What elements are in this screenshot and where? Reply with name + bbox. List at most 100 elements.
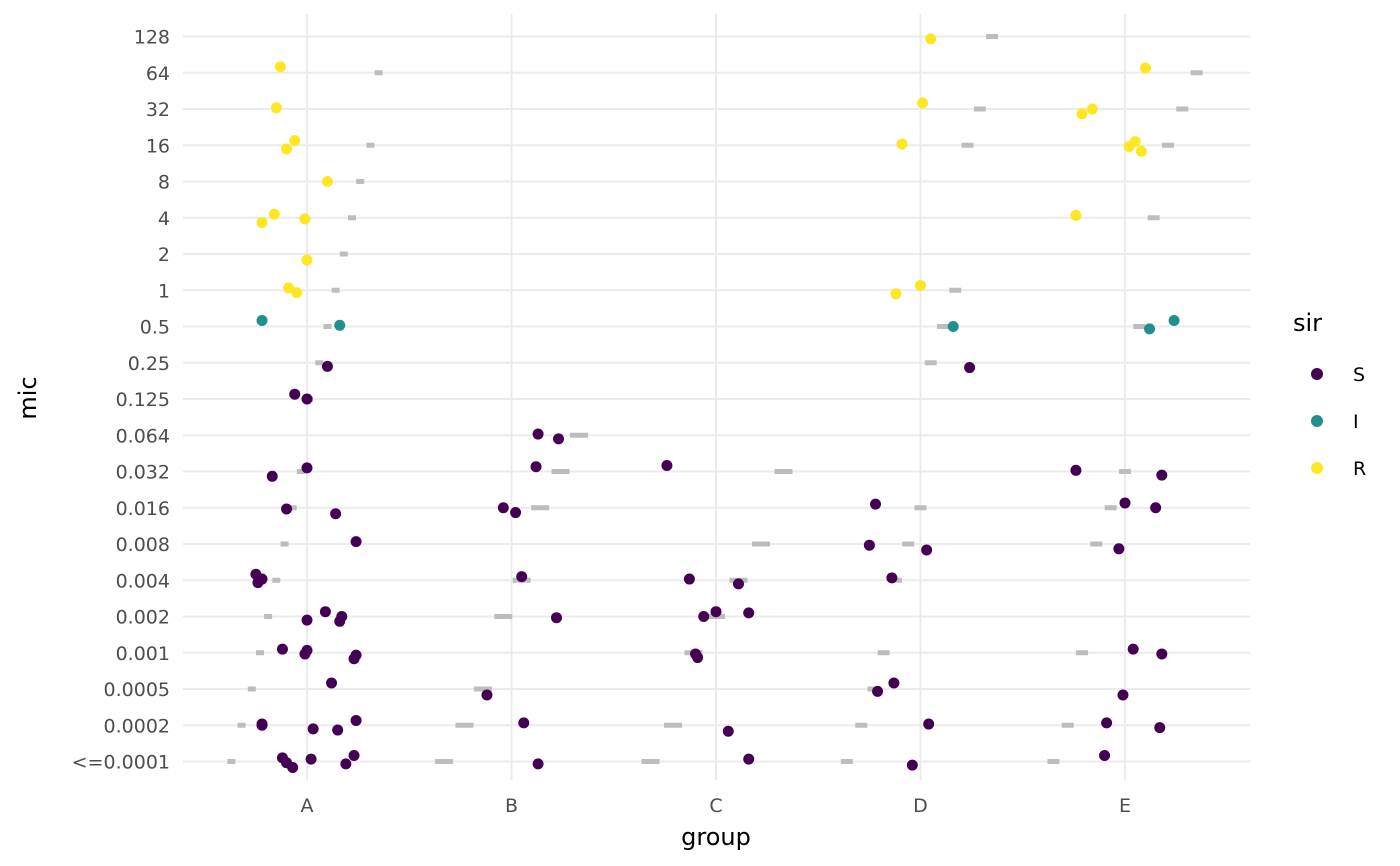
gray-marker (1161, 142, 1174, 148)
gray-marker (961, 142, 974, 148)
data-point (1099, 750, 1111, 761)
y-tick-label: 0.001 (116, 643, 170, 665)
gray-marker (315, 360, 324, 366)
data-point (683, 573, 695, 585)
gray-marker (227, 759, 236, 764)
data-point (350, 649, 362, 661)
legend-label: I (1353, 411, 1359, 433)
gray-marker (973, 106, 986, 112)
gray-marker (531, 505, 550, 511)
data-point (301, 462, 313, 474)
gray-marker (473, 686, 492, 692)
data-point (516, 571, 528, 583)
data-point (334, 319, 346, 331)
data-point (301, 614, 313, 626)
data-point (923, 718, 935, 730)
data-point (553, 433, 565, 445)
data-point (291, 287, 303, 299)
gray-marker (1047, 759, 1060, 764)
y-tick-label: 128 (134, 27, 170, 49)
data-point (305, 753, 317, 765)
gray-marker (255, 650, 264, 656)
gray-marker (855, 722, 868, 728)
x-tick-label: E (1119, 795, 1131, 817)
data-points (250, 33, 1180, 773)
data-point (921, 544, 933, 556)
data-point (1154, 722, 1166, 734)
data-point (1156, 469, 1168, 481)
data-point (274, 61, 286, 73)
gray-marker (1176, 106, 1189, 112)
data-point (319, 606, 331, 618)
data-point (896, 138, 908, 150)
data-point (334, 615, 346, 627)
data-point (256, 573, 268, 585)
data-point (690, 648, 702, 660)
data-point (722, 725, 734, 737)
data-point (1070, 209, 1082, 221)
legend-title: sir (1293, 309, 1322, 337)
y-axis-title: mic (14, 376, 42, 419)
y-axis-tick-labels: <=0.0001 0.0002 0.0005 0.001 0.002 0.004 0.008… (72, 27, 170, 774)
data-point (256, 719, 268, 731)
data-point (915, 279, 926, 291)
y-tick-label: 0.002 (116, 607, 170, 629)
data-point (1127, 643, 1139, 655)
x-axis-title: group (681, 823, 751, 851)
gray-marker (494, 614, 513, 619)
data-point (266, 470, 278, 482)
gray-marker (751, 541, 770, 547)
data-point (710, 606, 722, 618)
data-point (1113, 543, 1125, 555)
y-tick-label: 0.008 (116, 534, 170, 556)
gray-marker (339, 251, 348, 257)
y-tick-label: 16 (146, 135, 170, 157)
data-point (281, 503, 293, 515)
data-point (1144, 323, 1156, 335)
legend: sir S I R (1293, 309, 1366, 480)
gray-marker (1147, 215, 1160, 221)
gray-marker (288, 505, 297, 511)
y-tick-label: 0.016 (116, 498, 170, 520)
data-point (925, 33, 937, 45)
y-tick-label: 64 (146, 63, 170, 85)
data-point (1156, 648, 1168, 660)
data-point (497, 502, 509, 514)
data-point (906, 759, 918, 771)
data-point (340, 758, 352, 770)
data-point (270, 102, 282, 114)
gray-marker (455, 722, 474, 728)
data-point (518, 717, 530, 729)
y-tick-label: 0.0002 (104, 715, 170, 737)
data-point (888, 677, 900, 689)
y-tick-label: 0.004 (116, 570, 170, 592)
gray-marker (296, 469, 305, 474)
data-point (330, 508, 342, 520)
gray-marker (1061, 722, 1074, 728)
gray-marker (569, 432, 588, 438)
data-point (1117, 689, 1129, 701)
legend-key (1311, 368, 1323, 380)
data-point (289, 134, 301, 146)
data-point (350, 536, 362, 548)
data-point (1123, 140, 1135, 152)
x-tick-label: C (709, 795, 722, 817)
data-point (532, 758, 544, 770)
gray-marker (374, 70, 383, 76)
x-tick-label: D (913, 795, 928, 817)
gray-marker (936, 324, 949, 329)
gray-marker (902, 541, 915, 547)
data-point (661, 460, 673, 471)
gray-marker (774, 469, 793, 474)
data-point (530, 461, 542, 473)
data-point (281, 143, 293, 155)
data-point (863, 539, 875, 551)
gray-marker (1190, 70, 1203, 76)
gray-marker (247, 686, 256, 692)
gray-marker (551, 469, 570, 474)
gray-marker (272, 577, 281, 583)
gray-marker (1104, 505, 1117, 511)
x-axis-tick-labels: A B C D E (301, 795, 1132, 817)
y-tick-label: 0.125 (116, 389, 170, 411)
y-tick-label: 8 (158, 172, 170, 194)
